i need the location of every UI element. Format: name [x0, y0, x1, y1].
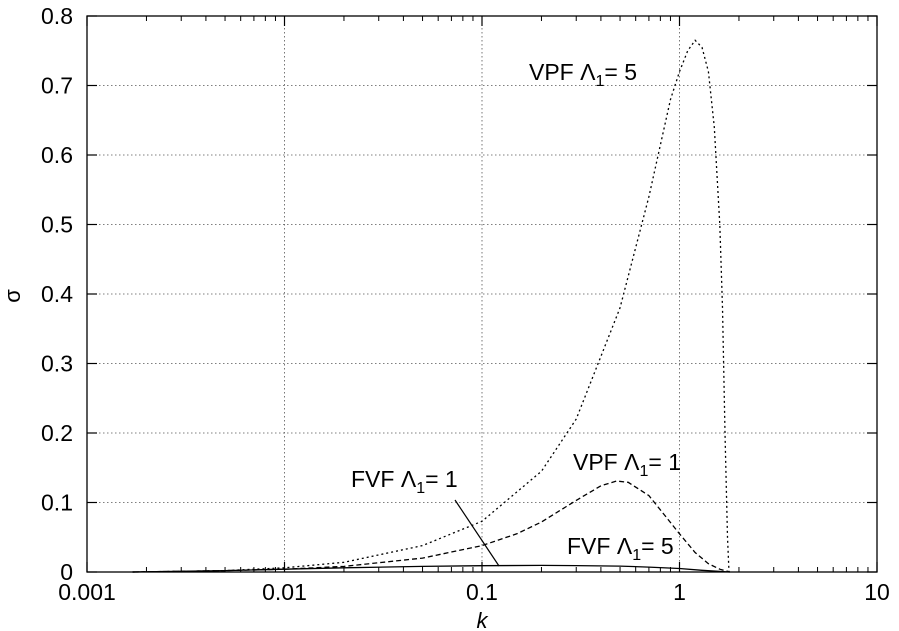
annotation-vpf-1-subscript: 1 [639, 463, 648, 480]
y-tick-label: 0 [60, 559, 73, 585]
series-layer [132, 39, 731, 573]
y-axis-label: σ [0, 289, 25, 303]
y-tick-label: 0.2 [41, 420, 73, 446]
x-tick-label: 0.001 [58, 579, 116, 605]
svg-text:FVF Λ1= 1: FVF Λ1= 1 [351, 466, 458, 497]
svg-text:FVF Λ1= 5: FVF Λ1= 5 [567, 533, 674, 564]
y-tick-label: 0.6 [41, 142, 73, 168]
annotation-fvf-5-tail: = 5 [641, 533, 674, 559]
x-tick-label: 10 [864, 579, 890, 605]
series-line-solid [132, 564, 730, 573]
y-tick-label: 0.5 [41, 212, 73, 238]
series-line-dotted [132, 39, 730, 573]
annotation-fvf-1-subscript: 1 [416, 480, 425, 497]
y-tick-label: 0.7 [41, 73, 73, 99]
x-axis-label: k [477, 608, 489, 631]
annotation-vpf-1: VPF Λ1= 1 [573, 449, 681, 480]
y-tick-label: 0.4 [41, 281, 73, 307]
x-tick-label: 1 [673, 579, 686, 605]
svg-text:VPF Λ1= 1: VPF Λ1= 1 [573, 449, 681, 480]
svg-text:VPF Λ1= 5: VPF Λ1= 5 [529, 59, 637, 90]
grid [87, 16, 877, 572]
annotation-fvf-5: FVF Λ1= 5 [567, 533, 674, 564]
annotation-fvf-5-subscript: 1 [632, 547, 641, 564]
annotation-vpf-5: VPF Λ1= 5 [529, 59, 637, 90]
annotation-vpf-1-tail: = 1 [648, 449, 681, 475]
annotation-vpf-5-subscript: 1 [595, 73, 604, 90]
annotation-fvf-1-text: FVF Λ [351, 466, 417, 492]
annotation-fvf-1-leader [454, 499, 500, 567]
y-tick-label: 0.8 [41, 3, 73, 29]
y-tick-label: 0.1 [41, 490, 73, 516]
annotation-vpf-5-tail: = 5 [604, 59, 637, 85]
annotation-vpf-1-text: VPF Λ [573, 449, 640, 475]
x-tick-label: 0.01 [262, 579, 307, 605]
annotation-fvf-5-text: FVF Λ [567, 533, 633, 559]
annotation-vpf-5-text: VPF Λ [529, 59, 596, 85]
x-tick-label: 0.1 [466, 579, 498, 605]
annotation-fvf-1: FVF Λ1= 1 [351, 466, 500, 567]
y-tick-label: 0.3 [41, 351, 73, 377]
ticks: 0.001 0.01 0.1 1 10 0 0.1 0.2 0.3 0.4 0.5 0.6 0.7 0.8 [41, 3, 890, 605]
annotation-fvf-1-tail: = 1 [425, 466, 458, 492]
